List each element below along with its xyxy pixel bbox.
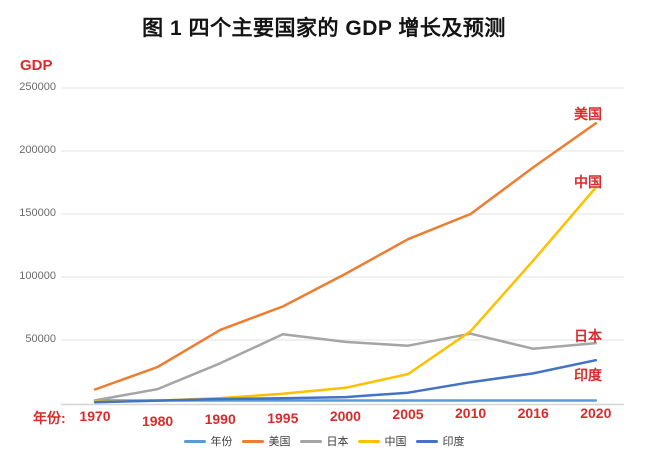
legend-item-美国: 美国 [241,433,291,449]
legend-item-年份: 年份 [183,433,233,449]
series-end-label-印度: 印度 [574,367,602,384]
series-line-中国 [93,186,598,404]
x-tick-label: 2016 [517,405,549,421]
legend-label: 日本 [326,436,349,448]
chart-title: 图 1 四个主要国家的 GDP 增长及预测 [142,17,506,40]
legend-swatch-年份 [183,439,206,443]
y-tick-label: 150000 [19,207,56,219]
legend-swatch-中国 [357,439,380,443]
series-line-美国 [93,122,598,391]
x-tick-label: 1990 [204,411,236,427]
legend-label: 年份 [210,436,233,448]
series-end-label-日本: 日本 [574,328,602,345]
legend-swatch-印度 [415,439,438,443]
legend-label: 中国 [384,436,407,448]
legend-label: 美国 [268,436,291,448]
series-end-label-中国: 中国 [574,173,602,190]
legend-swatch-美国 [241,439,264,443]
y-tick-label: 250000 [19,81,56,93]
legend-item-印度: 印度 [415,433,465,449]
series-line-日本 [93,332,598,402]
legend-item-日本: 日本 [299,433,349,449]
x-tick-label: 1995 [267,410,299,426]
legend-item-中国: 中国 [357,433,407,449]
series-end-label-美国: 美国 [574,106,602,123]
x-tick-label: 1970 [79,408,111,424]
legend-swatch-日本 [299,439,322,443]
x-tick-label: 2005 [392,406,424,422]
series-line-印度 [93,358,598,404]
y-tick-label: 50000 [25,333,56,345]
x-tick-label: 2010 [455,405,487,421]
x-tick-label: 2020 [580,405,612,421]
legend-label: 印度 [442,436,465,448]
y-tick-label: 200000 [19,144,56,156]
x-axis-prefix: 年份: [33,410,66,426]
x-tick-label: 2000 [329,408,361,424]
x-tick-label: 1980 [142,413,174,429]
y-tick-label: 100000 [19,270,56,282]
y-axis-title: GDP [20,57,53,74]
legend: 年份 美国 日本 中国 印度 [0,433,648,449]
